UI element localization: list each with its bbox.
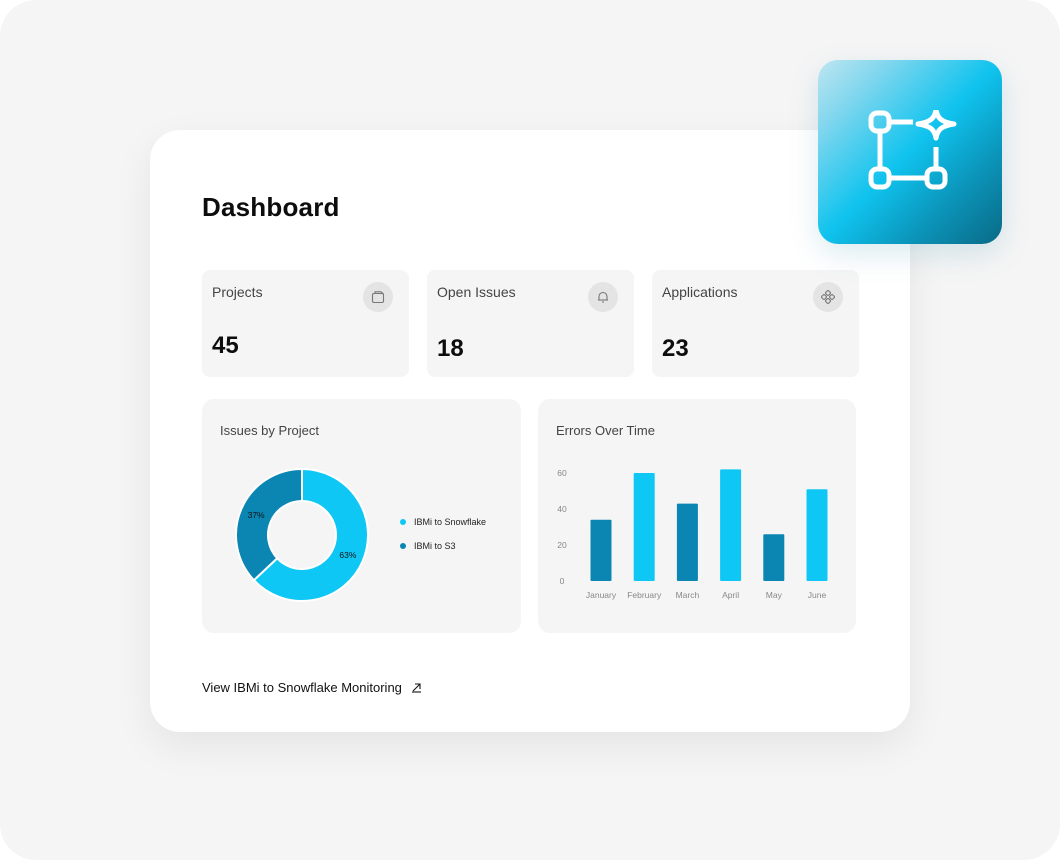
- y-tick-label: 20: [557, 540, 567, 550]
- bar: [720, 469, 742, 581]
- y-tick-label: 40: [557, 504, 567, 514]
- chart-legend: IBMi to Snowflake IBMi to S3: [400, 517, 486, 565]
- slice-label: 37%: [248, 510, 265, 520]
- view-monitoring-link[interactable]: View IBMi to Snowflake Monitoring: [202, 680, 422, 695]
- dashboard-card: Dashboard Projects 45 Open Issues 18 App…: [150, 130, 910, 732]
- stat-label: Applications: [662, 284, 738, 300]
- bar-chart: 0 20 40 60 January February March April May June: [557, 468, 828, 600]
- bell-icon: [588, 282, 618, 312]
- donut-slice: [252, 467, 369, 602]
- legend-label: IBMi to Snowflake: [414, 517, 487, 527]
- x-tick-label: February: [627, 590, 662, 600]
- folder-icon: [363, 282, 393, 312]
- stat-value: 45: [212, 332, 239, 359]
- x-tick-label: March: [676, 590, 700, 600]
- y-tick-label: 60: [557, 468, 567, 478]
- slice-label: 63%: [339, 550, 356, 560]
- workflow-sparkle-badge: [818, 60, 1002, 244]
- x-tick-label: April: [722, 590, 739, 600]
- legend-item: IBMi to Snowflake: [400, 517, 486, 527]
- stat-card-applications[interactable]: Applications 23: [652, 270, 859, 377]
- x-tick-label: May: [766, 590, 783, 600]
- issues-by-project-panel: Issues by Project 63% 37% IBMi to Snowfla…: [202, 399, 521, 633]
- chart-title: Errors Over Time: [556, 423, 655, 438]
- legend-label: IBMi to S3: [414, 541, 456, 551]
- x-tick-label: June: [808, 590, 827, 600]
- legend-swatch: [400, 543, 406, 549]
- stat-card-open-issues[interactable]: Open Issues 18: [427, 270, 634, 377]
- x-tick-label: January: [586, 590, 617, 600]
- bar: [590, 519, 612, 581]
- legend-item: IBMi to S3: [400, 541, 486, 551]
- donut-chart: 63% 37%: [235, 467, 369, 602]
- apps-icon: [813, 282, 843, 312]
- chart-title: Issues by Project: [220, 423, 319, 438]
- workflow-sparkle-icon: [868, 110, 957, 190]
- y-tick-label: 0: [560, 576, 565, 586]
- stat-value: 23: [662, 335, 689, 362]
- bar: [763, 534, 785, 581]
- link-label: View IBMi to Snowflake Monitoring: [202, 680, 402, 695]
- bar: [806, 489, 828, 581]
- stat-label: Projects: [212, 284, 263, 300]
- donut-slice: [235, 467, 303, 582]
- legend-swatch: [400, 519, 406, 525]
- external-link-icon: [411, 683, 421, 693]
- errors-over-time-panel: Errors Over Time 0 20 40 60 January February M…: [538, 399, 856, 633]
- stat-card-projects[interactable]: Projects 45: [202, 270, 409, 377]
- bar: [633, 473, 655, 581]
- stat-label: Open Issues: [437, 284, 516, 300]
- bar: [676, 503, 698, 581]
- stat-value: 18: [437, 335, 464, 362]
- page-title: Dashboard: [202, 192, 340, 222]
